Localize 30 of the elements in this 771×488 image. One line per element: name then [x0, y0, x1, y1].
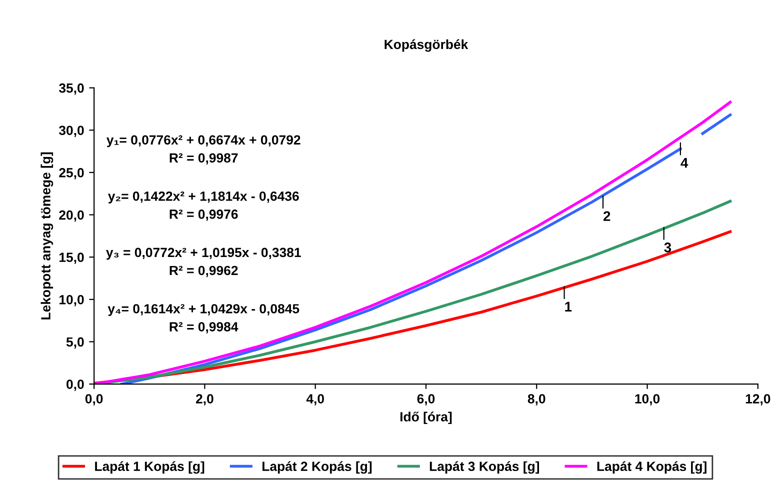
x-tick-label: 10,0	[635, 394, 660, 406]
annotation: 1	[565, 302, 572, 312]
annotation: 4	[680, 158, 688, 168]
y-tick-label: 5,0	[66, 337, 84, 349]
y-tick-label: 30,0	[58, 126, 84, 137]
x-tick-label: 0,0	[85, 394, 103, 406]
legend-label: Lapát 2 Kopás [g]	[262, 461, 372, 474]
x-tick-label: 6,0	[417, 394, 435, 406]
y-tick-label: 25,0	[59, 168, 84, 180]
y-tick-label: 20,0	[59, 210, 84, 222]
legend-label: Lapát 4 Kopás [g]	[597, 461, 706, 474]
legend-label: Lapát 3 Kopás [g]	[430, 461, 539, 474]
legend-label: Lapát 1 Kopás [g]	[95, 461, 204, 474]
x-axis-title: Idő [óra]	[400, 412, 452, 424]
y-axis-title: Lekopott anyag tömege [g]	[40, 152, 54, 320]
annotation: y₃ = 0,0772x² + 1,0195x - 0,3381 R² = 0,9962	[106, 248, 301, 278]
y-tick-label: 35,0	[58, 83, 84, 95]
annotation: 3	[664, 242, 672, 252]
annotation: 2	[603, 211, 610, 221]
y-tick-label: 0,0	[66, 380, 84, 391]
chart-title: Kopásgörbék	[384, 39, 468, 52]
y-tick-label: 10,0	[59, 294, 84, 306]
x-tick-label: 12,0	[746, 394, 770, 406]
annotation: y₂= 0,1422x² + 1,1814x - 0,6436 R² = 0,9976	[108, 192, 299, 221]
x-tick-label: 8,0	[528, 394, 546, 406]
x-tick-label: 4,0	[306, 394, 324, 406]
y-tick-label: 15,0	[59, 252, 84, 264]
annotation: y₄= 0,1614x² + 1,0429x - 0,0845 R² = 0,9984	[108, 304, 300, 334]
annotation: y₁= 0,0776x² + 0,6674x + 0,0792 R² = 0,9987	[106, 135, 300, 165]
x-tick-label: 2,0	[196, 394, 214, 406]
